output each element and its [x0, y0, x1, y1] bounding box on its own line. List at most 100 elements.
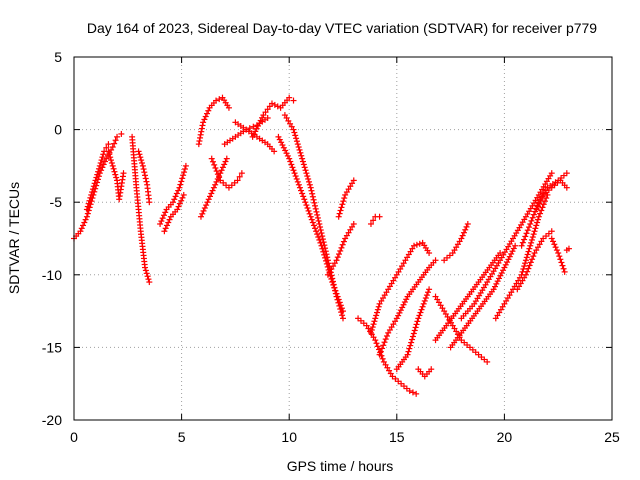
data-point [534, 219, 541, 226]
data-point [252, 128, 259, 135]
data-point [312, 225, 319, 232]
data-point [96, 162, 103, 169]
data-point [313, 228, 320, 235]
data-point [505, 256, 512, 263]
data-point [310, 196, 317, 203]
data-point [176, 200, 183, 207]
data-point [181, 166, 188, 173]
data-point [108, 159, 115, 166]
data-point [314, 231, 321, 238]
data-point [223, 155, 230, 162]
data-point [211, 161, 218, 168]
data-point [200, 207, 207, 214]
data-point [283, 150, 290, 157]
data-point [311, 199, 318, 206]
data-point [175, 187, 182, 194]
data-point [317, 224, 324, 231]
data-point [525, 224, 532, 231]
data-point [518, 242, 525, 249]
data-point [422, 295, 429, 302]
data-point [318, 230, 325, 237]
data-point [537, 210, 544, 217]
data-point [199, 210, 206, 217]
data-point [114, 133, 121, 140]
data-point [179, 175, 186, 182]
data-point [340, 315, 346, 322]
data-point [563, 184, 570, 191]
data-point [80, 222, 87, 229]
data-point [218, 167, 225, 174]
data-point [312, 202, 319, 209]
data-point [380, 342, 387, 349]
data-point [528, 217, 535, 224]
data-point [314, 211, 321, 218]
data-point [264, 114, 271, 121]
data-point [301, 164, 308, 171]
data-point [548, 170, 555, 177]
data-point [169, 199, 176, 206]
data-point [306, 210, 313, 217]
data-point [523, 230, 530, 237]
data-point [157, 220, 164, 227]
data-point [291, 170, 298, 177]
data-point [409, 336, 416, 343]
data-point [284, 152, 291, 159]
data-point [305, 207, 312, 214]
data-point [201, 116, 208, 123]
data-point [162, 209, 169, 216]
data-point [416, 312, 423, 319]
data-point [529, 256, 536, 263]
data-point [369, 324, 376, 331]
data-point [401, 299, 408, 306]
x-axis-title: GPS time / hours [287, 458, 394, 474]
data-point [512, 242, 519, 249]
data-point [293, 138, 300, 145]
data-point [250, 131, 257, 138]
data-point [304, 173, 311, 180]
data-point [249, 133, 256, 140]
data-point [322, 254, 329, 261]
data-point [510, 245, 517, 252]
data-point [321, 242, 328, 249]
data-point [160, 212, 167, 219]
data-point [338, 305, 345, 312]
data-point [333, 257, 340, 264]
data-point [256, 120, 263, 127]
data-point [484, 358, 491, 365]
data-point [294, 178, 301, 185]
data-point [373, 312, 380, 319]
data-point [300, 161, 307, 168]
data-point [339, 241, 346, 248]
data-point [379, 355, 386, 362]
data-point [213, 168, 220, 175]
data-point [414, 318, 421, 325]
data-point [520, 265, 527, 272]
data-point [323, 260, 330, 267]
data-point [312, 205, 319, 212]
data-point [199, 122, 206, 129]
data-point [87, 194, 94, 201]
data-point [81, 219, 88, 226]
data-point [535, 213, 542, 220]
data-point [530, 253, 537, 260]
data-point [460, 229, 467, 236]
data-point [534, 203, 541, 210]
data-point [302, 167, 309, 174]
data-point [205, 107, 212, 114]
data-point [522, 260, 529, 267]
data-point [238, 170, 245, 177]
x-tick-label: 10 [281, 429, 297, 445]
data-point [212, 164, 219, 171]
data-point [305, 178, 312, 185]
data-point [383, 332, 390, 339]
data-point [497, 250, 504, 257]
data-point [103, 144, 110, 151]
data-point [310, 222, 317, 229]
data-point [146, 199, 153, 206]
data-point [298, 152, 305, 159]
data-point [219, 164, 226, 171]
data-point [524, 268, 531, 275]
data-point [106, 151, 113, 158]
data-point [173, 190, 180, 197]
